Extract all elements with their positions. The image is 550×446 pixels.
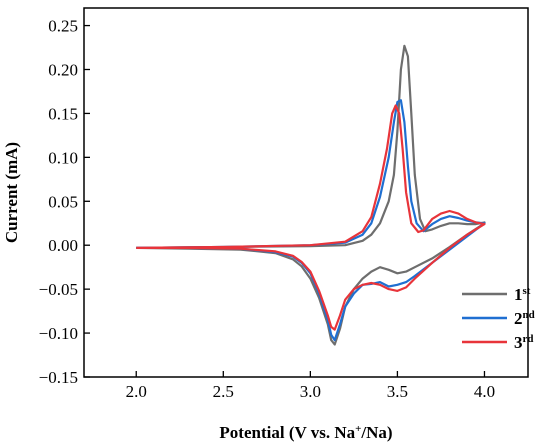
series-line-3 [136,104,486,331]
y-tick-label: −0.15 [39,368,78,387]
y-tick-label: −0.05 [39,280,78,299]
y-axis-title: Current (mA) [2,142,21,243]
plot-frame [83,7,529,378]
x-tick-label: 4.0 [474,382,495,401]
x-axis-title-end: /Na) [360,423,392,442]
y-tick-label: 0.10 [48,148,78,167]
x-tick-label: 2.0 [126,382,147,401]
x-axis-title: Potential (V vs. Na+/Na) [219,423,392,442]
x-tick-label: 3.5 [387,382,408,401]
y-tick-label: 0.20 [48,61,78,80]
series-line-1 [136,44,486,346]
x-axis-title-superscript: + [355,423,361,435]
x-axis-ticks: 2.0 2.5 3.0 3.5 4.0 [126,371,495,401]
legend: 1st 2nd 3rd [462,285,535,352]
legend-label-1: 1st [514,285,531,304]
y-tick-label: 0.15 [48,104,78,123]
series-layer [136,44,486,346]
x-tick-label: 2.5 [213,382,234,401]
y-tick-label: 0.25 [48,17,78,36]
y-tick-label: −0.10 [39,324,78,343]
y-axis-ticks: −0.15 −0.10 −0.05 0.00 0.05 0.10 0.15 0.20 0.25 [39,17,90,387]
legend-label-3: 3rd [514,333,534,352]
x-tick-label: 3.0 [300,382,321,401]
legend-label-2: 2nd [514,309,535,328]
x-axis-title-main: Potential (V vs. Na [219,423,355,442]
series-line-2 [136,99,486,342]
y-tick-label: 0.05 [48,192,78,211]
y-tick-label: 0.00 [48,236,78,255]
